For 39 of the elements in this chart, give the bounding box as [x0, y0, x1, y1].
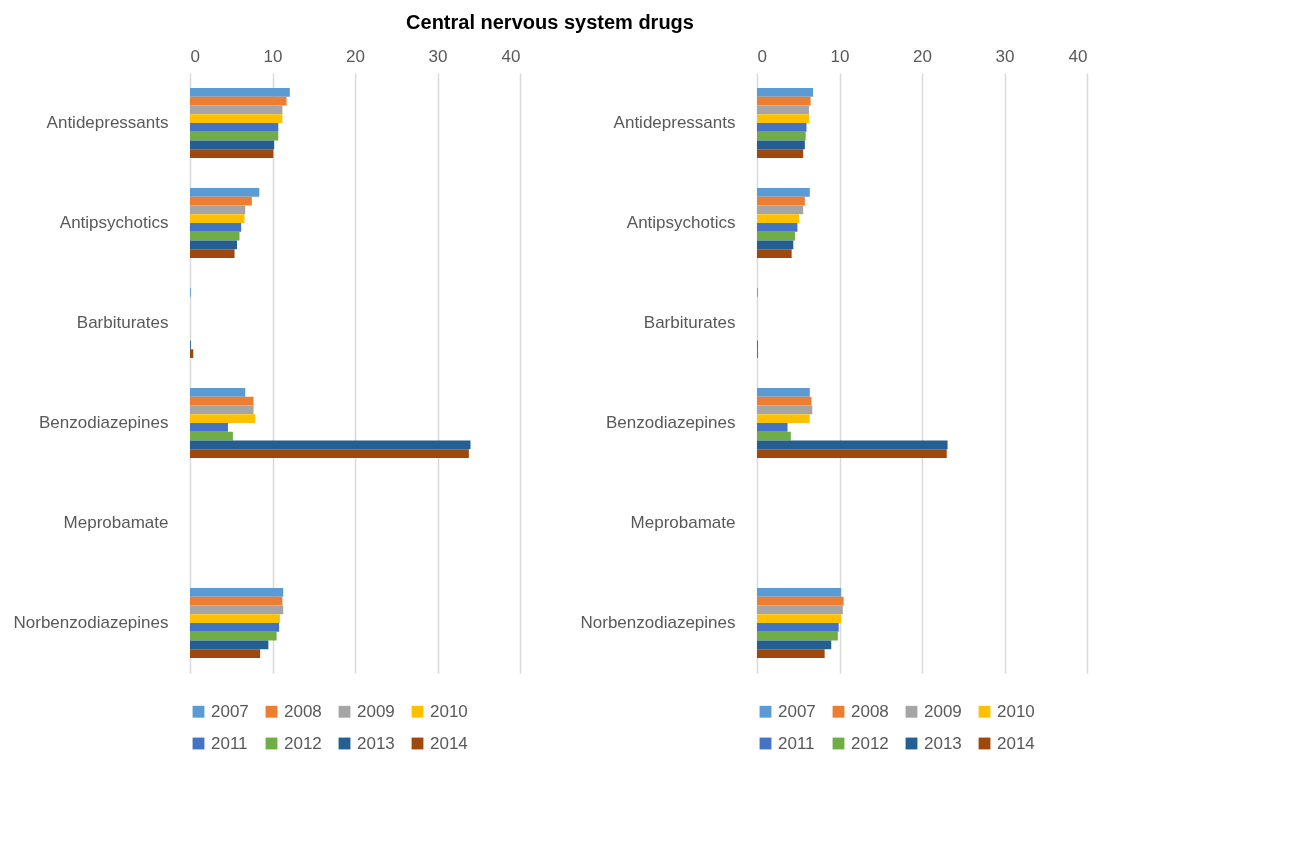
- y-tick-label: Antidepressants: [46, 113, 169, 132]
- legend-label: 2007: [211, 701, 249, 721]
- x-tick-label: 40: [501, 46, 521, 66]
- y-tick-label: Benzodiazepines: [606, 413, 736, 432]
- y-tick-label: Antidepressants: [613, 113, 736, 132]
- x-tick-label: 10: [263, 46, 283, 66]
- legend-label: 2009: [357, 701, 395, 721]
- y-tick-label: Meprobamate: [63, 513, 169, 532]
- legend-label: 2011: [778, 733, 815, 753]
- y-tick-label: Barbiturates: [76, 313, 169, 332]
- x-tick-label: 0: [757, 46, 767, 66]
- x-tick-label: 0: [190, 46, 200, 66]
- x-tick-label: 30: [995, 46, 1015, 66]
- y-tick-label: Norbenzodiazepines: [580, 613, 736, 632]
- chart-title: Central nervous system drugs: [406, 11, 694, 33]
- legend-label: 2012: [851, 733, 889, 753]
- legend-label: 2011: [211, 733, 248, 753]
- x-tick-label: 20: [346, 46, 365, 66]
- y-tick-label: Antipsychotics: [626, 213, 736, 232]
- legend-label: 2013: [357, 733, 395, 753]
- legend-label: 2010: [997, 701, 1035, 721]
- y-tick-label: Barbiturates: [643, 313, 736, 332]
- x-tick-label: 30: [428, 46, 448, 66]
- legend-label: 2014: [997, 733, 1035, 753]
- x-tick-label: 20: [913, 46, 932, 66]
- y-tick-label: Antipsychotics: [59, 213, 169, 232]
- y-tick-label: Benzodiazepines: [39, 413, 169, 432]
- legend-label: 2010: [430, 701, 468, 721]
- legend-label: 2014: [430, 733, 468, 753]
- legend-label: 2013: [924, 733, 962, 753]
- legend-label: 2009: [924, 701, 962, 721]
- legend-label: 2008: [851, 701, 889, 721]
- y-tick-label: Norbenzodiazepines: [13, 613, 169, 632]
- legend-label: 2008: [284, 701, 322, 721]
- legend-label: 2007: [778, 701, 816, 721]
- y-tick-label: Meprobamate: [630, 513, 736, 532]
- x-tick-label: 40: [1068, 46, 1088, 66]
- x-tick-label: 10: [830, 46, 850, 66]
- legend-label: 2012: [284, 733, 322, 753]
